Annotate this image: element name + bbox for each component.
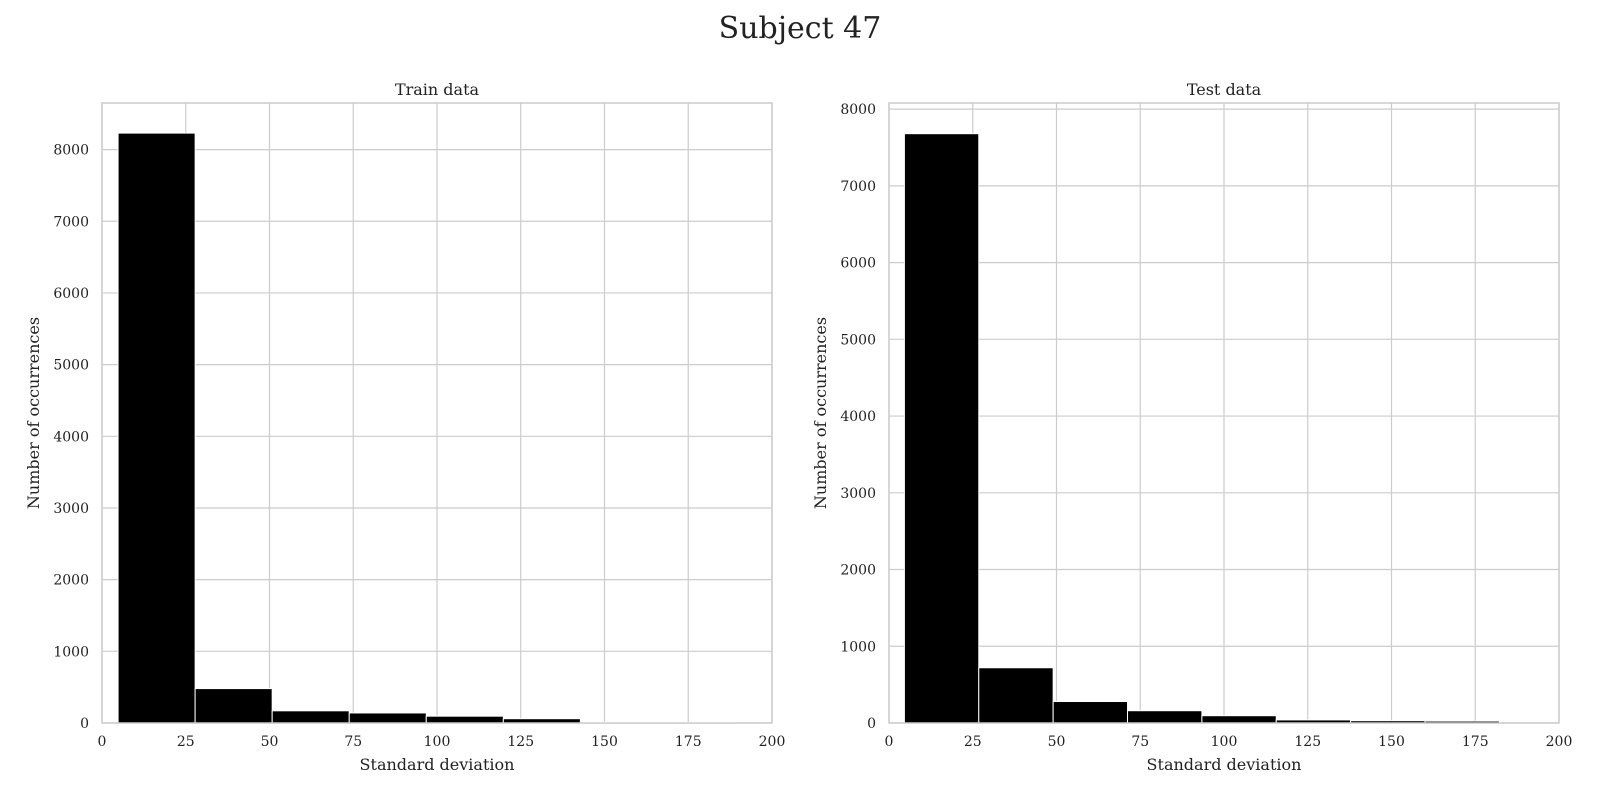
grid (888, 103, 1560, 724)
train-histogram: Train data Standard deviation Number of … (24, 80, 785, 774)
grid (101, 103, 773, 724)
x-tick-label: 25 (177, 734, 195, 750)
x-tick-label: 150 (591, 734, 618, 750)
y-tick-label: 6000 (840, 256, 876, 272)
y-axis-label: Number of occurrences (24, 317, 43, 509)
histogram-bar (978, 667, 1054, 724)
x-axis-label: Standard deviation (360, 755, 515, 774)
y-tick-label: 7000 (53, 214, 89, 230)
histogram-bar (1127, 710, 1203, 724)
x-tick-label: 200 (1546, 734, 1573, 750)
chart-title: Test data (1187, 80, 1262, 99)
histogram-bar (425, 715, 504, 724)
y-tick-label: 7000 (840, 179, 876, 195)
x-tick-label: 0 (885, 734, 894, 750)
x-tick-label: 150 (1378, 734, 1405, 750)
x-tick-label: 75 (1131, 734, 1149, 750)
y-tick-label: 3000 (840, 486, 876, 502)
test-histogram: Test data Standard deviation Number of o… (811, 80, 1572, 774)
y-tick-label: 0 (867, 716, 876, 732)
x-tick-label: 75 (344, 734, 362, 750)
x-axis-label: Standard deviation (1147, 755, 1302, 774)
y-tick-label: 1000 (53, 644, 89, 660)
ticks: 0 25 50 75 100 125 150 175 200010002000300040005… (53, 143, 785, 750)
ticks: 0 25 50 75 100 125 150 175 200010002000300040005… (840, 102, 1572, 750)
x-tick-label: 200 (759, 734, 786, 750)
x-tick-label: 25 (964, 734, 982, 750)
y-tick-label: 5000 (53, 358, 89, 374)
y-axis-label: Number of occurrences (811, 317, 830, 509)
y-tick-label: 2000 (53, 573, 89, 589)
y-tick-label: 8000 (840, 102, 876, 118)
y-tick-label: 4000 (53, 429, 89, 445)
y-tick-label: 0 (80, 716, 89, 732)
x-tick-label: 125 (1294, 734, 1321, 750)
x-tick-label: 100 (424, 734, 451, 750)
y-tick-label: 4000 (840, 409, 876, 425)
figure-title: Subject 47 (719, 11, 882, 46)
x-tick-label: 175 (1462, 734, 1489, 750)
bars (903, 133, 1500, 724)
y-tick-label: 2000 (840, 563, 876, 579)
histogram-bar (348, 712, 427, 724)
x-tick-label: 50 (261, 734, 279, 750)
x-tick-label: 175 (675, 734, 702, 750)
y-tick-label: 8000 (53, 143, 89, 159)
histogram-bar (903, 133, 980, 724)
x-tick-label: 0 (98, 734, 107, 750)
histogram-bar (194, 688, 273, 724)
histogram-bar (271, 710, 350, 724)
y-tick-label: 1000 (840, 639, 876, 655)
plot-frame (101, 102, 773, 724)
x-tick-label: 50 (1048, 734, 1066, 750)
histogram-bar (1201, 715, 1277, 724)
histogram-bar (1052, 701, 1129, 724)
x-tick-label: 100 (1211, 734, 1238, 750)
bars (117, 132, 735, 724)
y-tick-label: 3000 (53, 501, 89, 517)
y-tick-label: 6000 (53, 286, 89, 302)
histogram-bar (117, 132, 196, 724)
x-tick-label: 125 (507, 734, 534, 750)
y-tick-label: 5000 (840, 332, 876, 348)
chart-title: Train data (395, 80, 480, 99)
plot-frame (888, 102, 1560, 724)
